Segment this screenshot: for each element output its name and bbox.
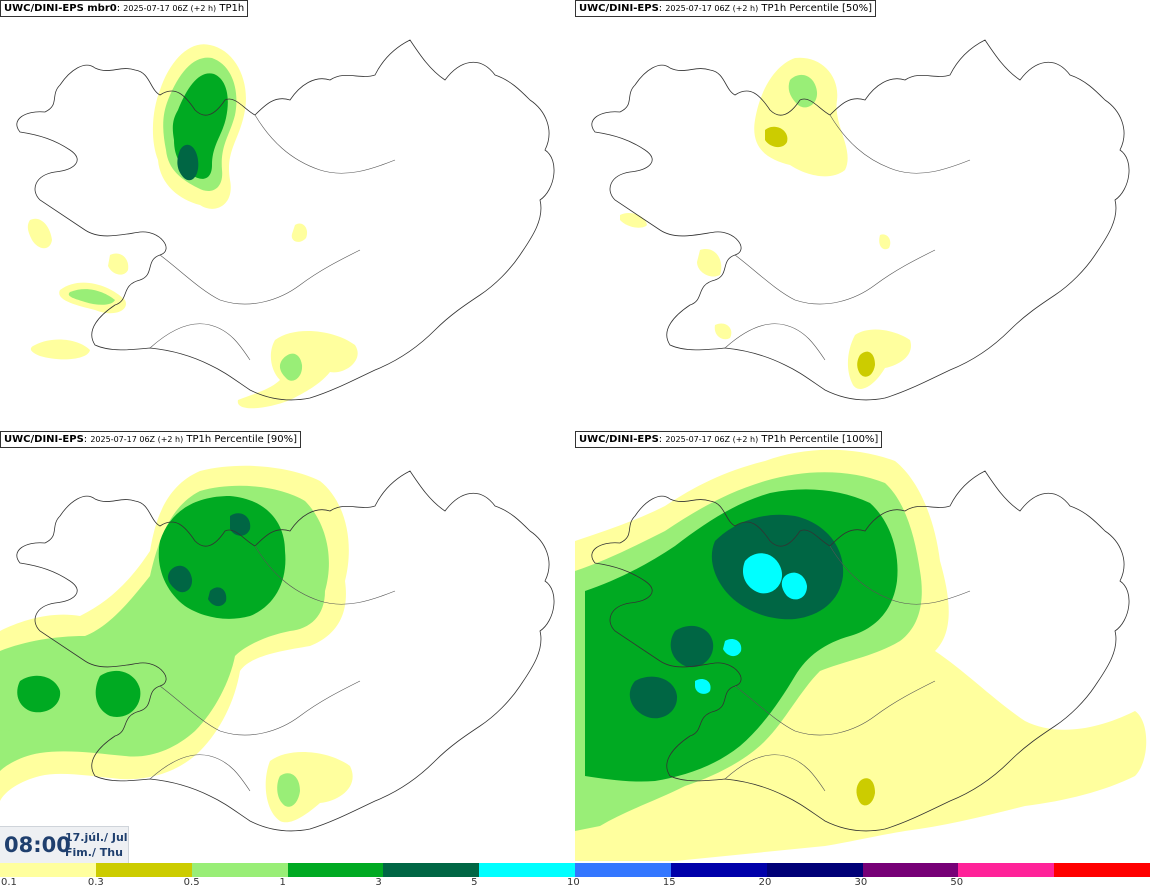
panel-title: UWC/DINI-EPS: 2025-07-17 06Z (+2 h) TP1h… xyxy=(575,0,876,17)
model-name: UWC/DINI-EPS xyxy=(579,3,659,14)
panel-title: UWC/DINI-EPS mbr0: 2025-07-17 06Z (+2 h)… xyxy=(0,0,249,17)
legend-label: 0.1 xyxy=(1,877,17,888)
legend-swatch xyxy=(287,863,384,877)
valid-time-box: 08:00 17.júl./ Jul Fim./ Thu xyxy=(0,826,129,863)
panel-title: UWC/DINI-EPS: 2025-07-17 06Z (+2 h) TP1h… xyxy=(575,431,883,448)
legend-label: 30 xyxy=(854,877,868,888)
legend-swatch xyxy=(670,863,767,877)
precip-legend: 0.1 0.3 0.5 1 3 5 10 15 20 30 50 xyxy=(0,862,1150,891)
valid-date-line1: 17.júl./ Jul xyxy=(65,831,128,844)
precip-map xyxy=(575,449,1147,861)
legend-label: 15 xyxy=(662,877,676,888)
field-name: TP1h Percentile [50%] xyxy=(761,3,872,14)
panel-title: UWC/DINI-EPS: 2025-07-17 06Z (+2 h) TP1h… xyxy=(0,431,301,448)
run-time: 2025-07-17 06Z (+2 h) xyxy=(90,435,184,444)
map-panel-p100: UWC/DINI-EPS: 2025-07-17 06Z (+2 h) TP1h… xyxy=(575,431,1150,861)
valid-time-clock: 08:00 xyxy=(4,833,71,857)
precip-map xyxy=(0,465,555,832)
run-time: 2025-07-17 06Z (+2 h) xyxy=(123,4,217,13)
model-name: UWC/DINI-EPS mbr0 xyxy=(4,3,117,14)
legend-swatch xyxy=(383,863,480,877)
map-panel-p50: UWC/DINI-EPS: 2025-07-17 06Z (+2 h) TP1h… xyxy=(575,0,1150,430)
run-time: 2025-07-17 06Z (+2 h) xyxy=(665,435,759,444)
map-panel-mbr0: UWC/DINI-EPS mbr0: 2025-07-17 06Z (+2 h)… xyxy=(0,0,575,430)
precip-map xyxy=(16,39,555,409)
legend-label: 0.3 xyxy=(87,877,104,888)
legend-swatch xyxy=(862,863,959,877)
legend-swatch xyxy=(575,863,671,877)
legend-label: 3 xyxy=(375,877,382,888)
precip-map xyxy=(591,39,1130,401)
legend-swatch xyxy=(0,863,96,877)
legend-label: 1 xyxy=(279,877,286,888)
field-name: TP1h Percentile [100%] xyxy=(761,434,879,445)
legend-label: 0.5 xyxy=(183,877,200,888)
legend-swatch xyxy=(1054,863,1150,877)
map-panel-p90: UWC/DINI-EPS: 2025-07-17 06Z (+2 h) TP1h… xyxy=(0,431,575,861)
legend-label: 20 xyxy=(758,877,772,888)
model-name: UWC/DINI-EPS xyxy=(579,434,659,445)
legend-label: 10 xyxy=(567,877,580,888)
model-name: UWC/DINI-EPS xyxy=(4,434,84,445)
legend-swatch xyxy=(958,863,1055,877)
field-name: TP1h Percentile [90%] xyxy=(186,434,297,445)
legend-swatch xyxy=(479,863,576,877)
field-name: TP1h xyxy=(219,3,245,14)
legend-swatch xyxy=(766,863,863,877)
legend-label: 50 xyxy=(950,877,964,888)
run-time: 2025-07-17 06Z (+2 h) xyxy=(665,4,759,13)
legend-swatch xyxy=(95,863,192,877)
legend-label: 5 xyxy=(471,877,478,888)
valid-date-line2: Fim./ Thu xyxy=(65,846,123,859)
legend-swatch xyxy=(191,863,288,877)
